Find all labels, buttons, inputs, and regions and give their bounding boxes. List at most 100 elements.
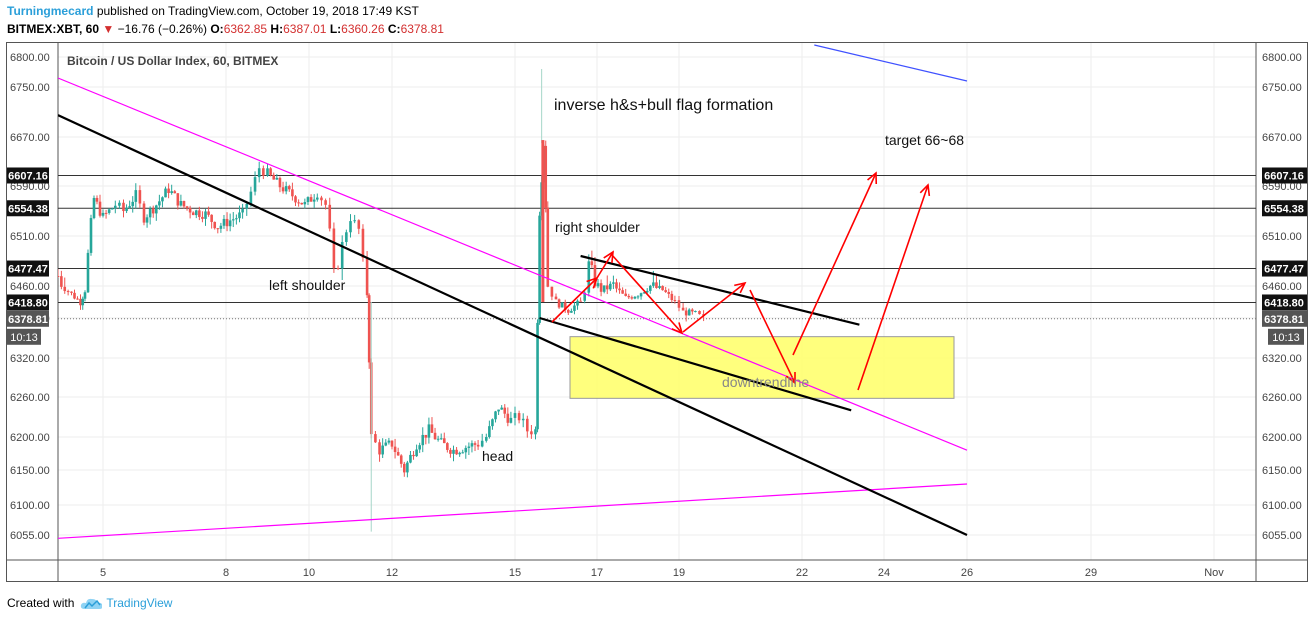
candle-body xyxy=(500,407,503,410)
tradingview-link[interactable]: TradingView xyxy=(80,596,172,610)
arrow-head xyxy=(671,322,684,335)
trendline-magenta[interactable] xyxy=(58,483,968,539)
candle-body xyxy=(536,322,539,430)
candle-body xyxy=(284,186,288,192)
y-tick-label-left: 6100.00 xyxy=(10,500,50,512)
candle-body xyxy=(204,211,207,219)
candle-body xyxy=(95,197,99,202)
candle-body xyxy=(303,202,307,205)
high-value: 6387.01 xyxy=(283,22,327,36)
candle-body xyxy=(110,208,114,210)
candle-body xyxy=(167,188,170,194)
chart-title: Bitcoin / US Dollar Index, 60, BITMEX xyxy=(67,54,278,68)
candle-body xyxy=(104,212,108,214)
annotation-head: head xyxy=(482,448,513,464)
x-tick-label: 12 xyxy=(386,567,398,579)
candle-body xyxy=(476,444,480,447)
x-tick-label: Nov xyxy=(1204,567,1224,579)
candle-body xyxy=(89,218,93,253)
candle-body xyxy=(173,191,177,194)
candle-body xyxy=(60,276,63,287)
y-tick-label-left: 6510.00 xyxy=(10,231,50,243)
candle-body xyxy=(530,431,533,435)
trendline-black[interactable] xyxy=(58,114,968,536)
candle-body xyxy=(618,288,621,291)
candle-body xyxy=(627,295,631,298)
candle-body xyxy=(381,445,384,455)
annotation-target: target 66~68 xyxy=(885,132,964,148)
y-tick-label-left: 6055.00 xyxy=(10,530,50,542)
candle-body xyxy=(593,265,597,287)
y-tick-label-right: 6590.00 xyxy=(1262,181,1302,193)
annotation-right-shoulder: right shoulder xyxy=(555,219,640,235)
candle-body xyxy=(176,193,180,206)
candle-body xyxy=(630,297,634,299)
candle-body xyxy=(698,310,701,315)
candle-body xyxy=(570,310,573,313)
author-link[interactable]: Turningmecard xyxy=(7,4,94,18)
annotation-downtrendline: downtrendline xyxy=(722,374,809,390)
candle-body xyxy=(266,168,269,176)
y-tick-label-left: 6800.00 xyxy=(10,52,50,64)
y-tick-label-right: 6055.00 xyxy=(1262,530,1302,542)
y-tick-label-right: 6800.00 xyxy=(1262,52,1302,64)
low-value: 6360.26 xyxy=(341,22,385,36)
trend-arrow xyxy=(611,254,683,334)
candle-body xyxy=(694,310,697,312)
candle-body xyxy=(691,309,694,312)
arrow-head xyxy=(919,183,931,197)
trendline-black[interactable] xyxy=(539,316,852,412)
candle-body xyxy=(612,282,615,284)
candle-body xyxy=(294,196,297,203)
candle-body xyxy=(418,445,421,450)
candle-body xyxy=(412,454,415,457)
candle-body xyxy=(624,293,627,296)
trend-arrow xyxy=(792,172,877,356)
price-badge-left xyxy=(7,260,49,277)
candle-body xyxy=(70,291,73,293)
trendline-black[interactable] xyxy=(580,254,860,326)
candle-body xyxy=(546,207,550,287)
y-tick-label-left: 6670.00 xyxy=(10,132,50,144)
candle-body xyxy=(225,218,229,227)
y-tick-label-left: 6150.00 xyxy=(10,465,50,477)
trendline-blue[interactable] xyxy=(814,44,968,82)
y-tick-label-right: 6460.00 xyxy=(1262,281,1302,293)
candle-body xyxy=(98,201,102,216)
price-badge-right-text: 6378.81 xyxy=(1264,314,1304,326)
price-badge-left xyxy=(7,294,49,311)
candle-body xyxy=(297,202,300,204)
tradingview-cloud-icon xyxy=(81,598,103,609)
candle-body xyxy=(216,228,220,230)
x-tick-label: 8 xyxy=(223,567,229,579)
candle-body xyxy=(357,220,361,229)
candle-body xyxy=(590,261,594,266)
countdown-right-text: 10:13 xyxy=(1272,332,1300,344)
candle-body xyxy=(430,424,434,433)
candle-body xyxy=(164,188,167,198)
chart-frame[interactable] xyxy=(6,42,1308,582)
arrow-head xyxy=(603,250,614,264)
trendline-magenta[interactable] xyxy=(58,77,968,451)
candle-body xyxy=(470,443,474,447)
candle-body xyxy=(403,463,406,473)
candle-body xyxy=(534,429,537,435)
y-tick-label-left: 6260.00 xyxy=(10,392,50,404)
candle-body xyxy=(107,209,111,213)
candle-body xyxy=(312,199,316,202)
candle-body xyxy=(336,267,340,269)
candle-body xyxy=(554,296,558,300)
candle-body xyxy=(188,208,192,213)
y-tick-label-left: 6200.00 xyxy=(10,432,50,444)
candle-body xyxy=(480,440,484,447)
candle-body xyxy=(101,212,105,216)
candle-body xyxy=(464,447,468,453)
candle-body xyxy=(201,216,204,219)
candle-body xyxy=(182,201,186,207)
candle-body xyxy=(681,307,685,311)
candle-body xyxy=(245,203,249,209)
candle-body xyxy=(349,221,352,233)
candle-body xyxy=(639,293,643,297)
candle-body xyxy=(415,449,418,457)
